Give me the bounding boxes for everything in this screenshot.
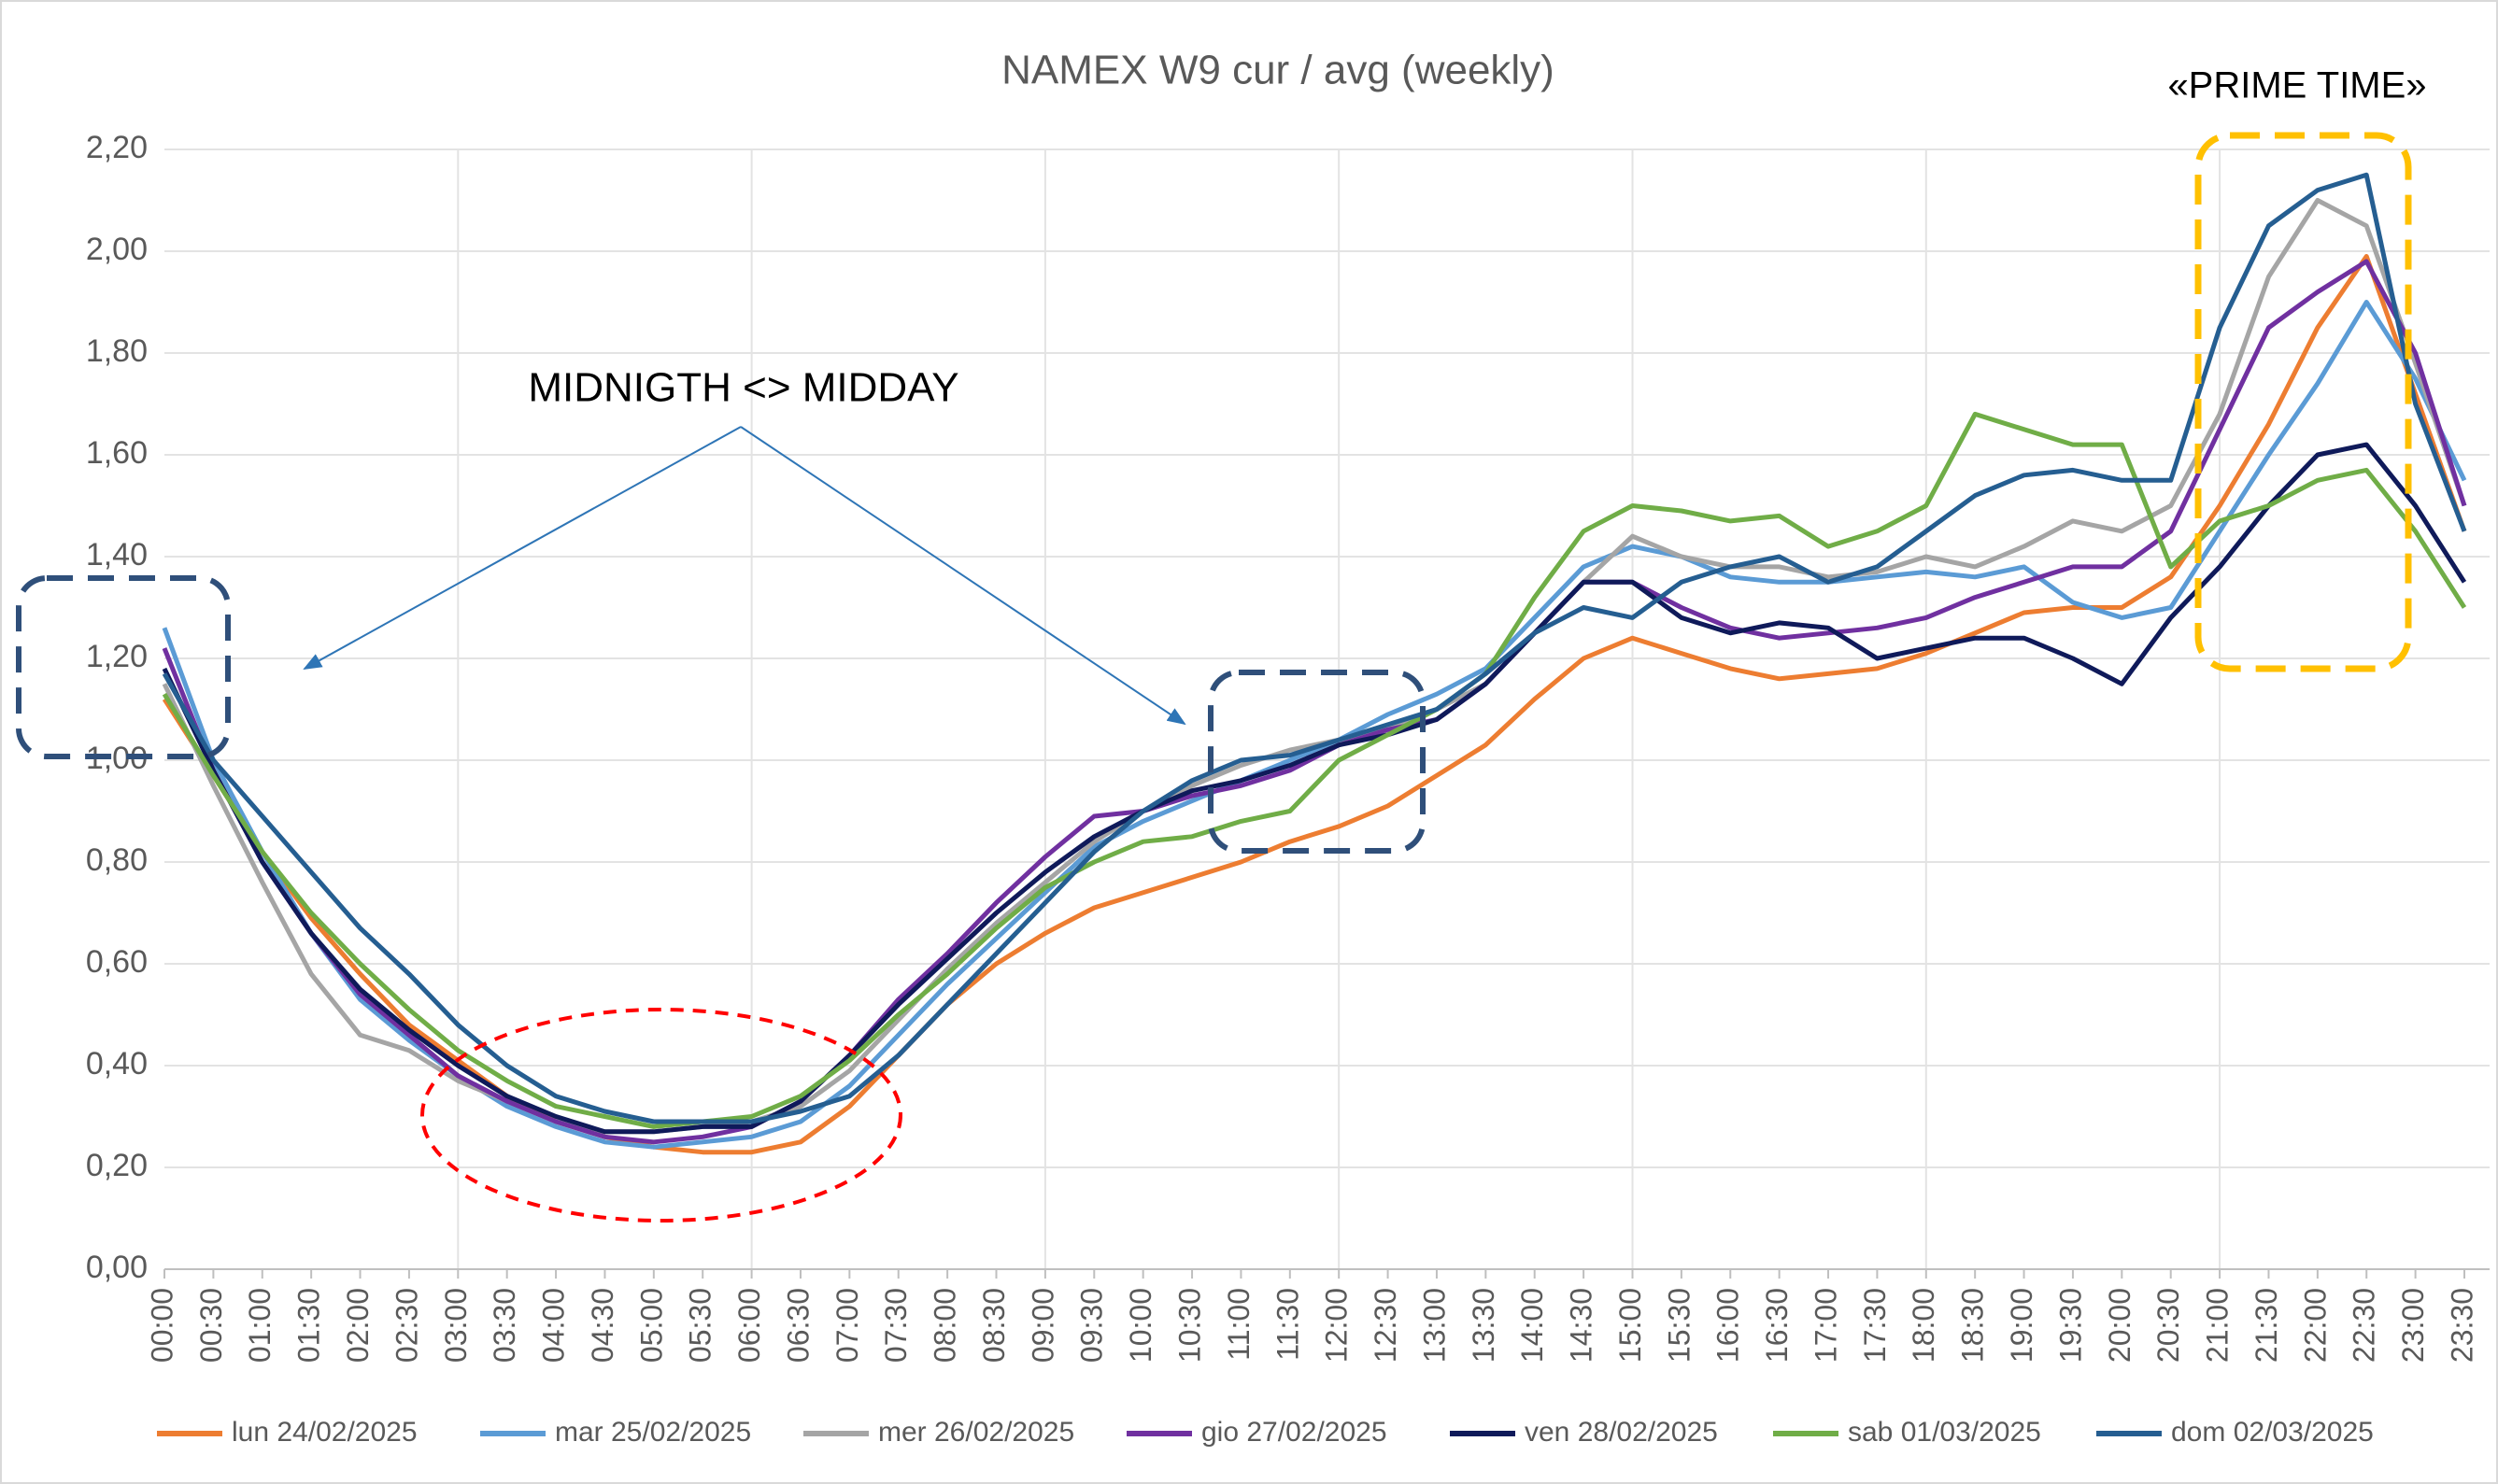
- x-tick-label: 08:30: [977, 1288, 1011, 1363]
- series-line: [162, 442, 2467, 1135]
- x-tick-label: 02:00: [341, 1288, 375, 1363]
- x-tick-label: 06:30: [781, 1288, 815, 1363]
- x-tick-label: 12:30: [1369, 1288, 1402, 1363]
- x-tick-label: 16:30: [1760, 1288, 1794, 1363]
- legend-label: sab 01/03/2025: [1848, 1417, 2041, 1448]
- highlight-box: [16, 575, 231, 759]
- x-tick-label: 04:00: [537, 1288, 571, 1363]
- legend-label: ven 28/02/2025: [1525, 1417, 1718, 1448]
- x-tick-label: 13:00: [1417, 1288, 1451, 1363]
- arrow: [740, 426, 1186, 726]
- x-tick-label: 23:30: [2445, 1288, 2478, 1363]
- legend-label: dom 02/03/2025: [2171, 1417, 2374, 1448]
- x-tick-label: 00:30: [194, 1288, 228, 1363]
- arrow: [303, 426, 742, 670]
- y-tick-label: 0,40: [86, 1046, 148, 1081]
- y-tick-label: 0,20: [86, 1148, 148, 1183]
- x-tick-label: 15:30: [1662, 1288, 1696, 1363]
- x-tick-label: 14:00: [1515, 1288, 1549, 1363]
- y-tick-label: 1,80: [86, 333, 148, 369]
- legend-label: mer 26/02/2025: [878, 1417, 1074, 1448]
- x-tick-label: 03:00: [439, 1288, 473, 1363]
- y-tick-label: 1,60: [86, 435, 148, 471]
- x-tick-label: 05:00: [634, 1288, 668, 1363]
- x-tick-label: 20:30: [2151, 1288, 2185, 1363]
- x-tick-label: 08:00: [929, 1288, 962, 1363]
- x-tick-label: 23:00: [2396, 1288, 2430, 1363]
- x-tick-label: 18:30: [1956, 1288, 1990, 1363]
- x-tick-label: 09:30: [1075, 1288, 1109, 1363]
- x-tick-label: 22:00: [2298, 1288, 2332, 1363]
- x-tick-label: 17:00: [1809, 1288, 1842, 1363]
- y-tick-label: 0,60: [86, 944, 148, 980]
- legend-label: lun 24/02/2025: [232, 1417, 418, 1448]
- x-tick-label: 01:30: [292, 1288, 326, 1363]
- annotation-label: «PRIME TIME»: [2167, 65, 2426, 106]
- y-tick-label: 2,00: [86, 232, 148, 267]
- x-tick-label: 13:30: [1467, 1288, 1500, 1363]
- x-tick-label: 12:00: [1320, 1288, 1354, 1363]
- annotations: MIDNIGTH <> MIDDAY «PRIME TIME»: [16, 65, 2427, 1223]
- x-tick-label: 16:00: [1711, 1288, 1745, 1363]
- highlight-box: [1208, 670, 1426, 854]
- x-tick-label: 22:30: [2348, 1288, 2381, 1363]
- y-tick-label: 2,20: [86, 130, 148, 165]
- x-tick-label: 07:30: [879, 1288, 913, 1363]
- series-line: [162, 411, 2467, 1129]
- y-tick-label: 1,40: [86, 537, 148, 572]
- highlight-ellipse: [420, 1008, 902, 1223]
- x-tick-label: 19:00: [2005, 1288, 2038, 1363]
- x-tick-label: 10:00: [1124, 1288, 1157, 1363]
- x-tick-label: 18:00: [1907, 1288, 1940, 1363]
- x-tick-label: 02:30: [390, 1288, 423, 1363]
- series-line: [162, 300, 2467, 1150]
- x-tick-label: 20:00: [2103, 1288, 2136, 1363]
- y-tick-label: 0,80: [86, 842, 148, 878]
- x-tick-label: 19:30: [2053, 1288, 2087, 1363]
- x-tick-label: 03:30: [488, 1288, 521, 1363]
- x-tick-label: 11:00: [1222, 1288, 1256, 1361]
- plot-area: 0,000,200,400,600,801,001,201,401,601,80…: [86, 130, 2490, 1363]
- legend: lun 24/02/2025 mar 25/02/2025 mer 26/02/20…: [157, 1417, 2374, 1448]
- chart-title: NAMEX W9 cur / avg (weekly): [1001, 48, 1554, 93]
- x-tick-label: 04:30: [586, 1288, 619, 1363]
- y-tick-label: 1,20: [86, 639, 148, 674]
- x-tick-label: 09:00: [1026, 1288, 1059, 1363]
- x-tick-label: 01:00: [243, 1288, 277, 1363]
- highlight-box: [2194, 132, 2412, 672]
- legend-label: mar 25/02/2025: [555, 1417, 751, 1448]
- x-tick-label: 00:00: [145, 1288, 178, 1363]
- annotation-label: MIDNIGTH <> MIDDAY: [528, 365, 958, 411]
- legend-label: gio 27/02/2025: [1201, 1417, 1387, 1448]
- x-tick-label: 07:00: [830, 1288, 864, 1363]
- x-tick-label: 14:30: [1565, 1288, 1598, 1363]
- series-line: [162, 172, 2467, 1124]
- x-tick-label: 06:00: [732, 1288, 766, 1363]
- y-tick-label: 0,00: [86, 1250, 148, 1285]
- x-tick-label: 05:30: [684, 1288, 717, 1363]
- x-tick-label: 15:00: [1613, 1288, 1647, 1363]
- x-tick-label: 17:30: [1858, 1288, 1892, 1363]
- x-tick-label: 11:30: [1270, 1288, 1304, 1361]
- x-tick-label: 21:00: [2201, 1288, 2235, 1363]
- x-tick-label: 10:30: [1172, 1288, 1206, 1363]
- x-tick-label: 21:30: [2250, 1288, 2283, 1363]
